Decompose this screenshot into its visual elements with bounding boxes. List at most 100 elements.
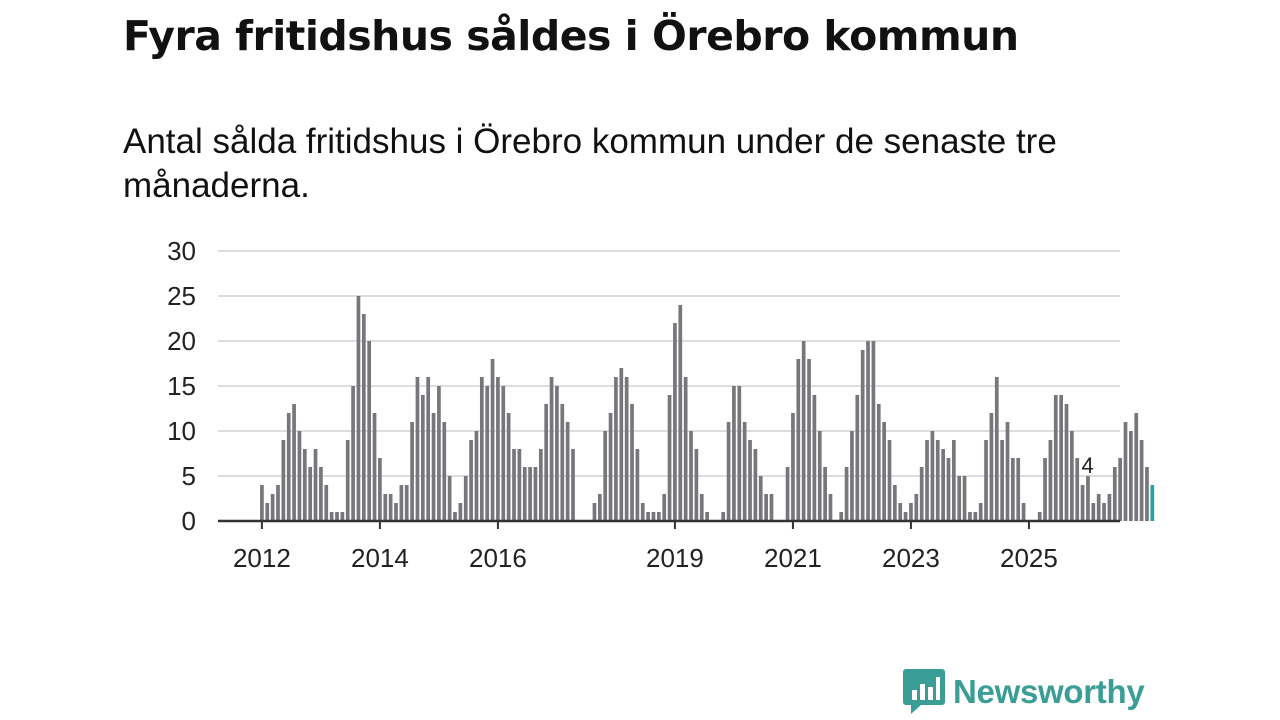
bar (973, 512, 978, 521)
x-tick-label: 2012 (233, 543, 291, 573)
bar (367, 341, 372, 521)
bar (1075, 458, 1080, 521)
x-tick-label: 2025 (1000, 543, 1058, 573)
bar (656, 512, 661, 521)
bar (812, 395, 817, 521)
bar (356, 296, 361, 521)
bar (1134, 413, 1139, 521)
bar (1107, 494, 1112, 521)
bar (742, 422, 747, 521)
bar (479, 377, 484, 521)
bar (1064, 404, 1069, 521)
bar (260, 485, 264, 521)
chart-title: Fyra fritidshus såldes i Örebro kommun (123, 12, 1019, 60)
bar (828, 494, 833, 521)
bar (866, 341, 870, 521)
y-axis-labels: 0 5 10 15 20 25 30 (167, 236, 196, 536)
bar (957, 476, 962, 521)
bar (1118, 458, 1122, 521)
bar (549, 377, 554, 521)
bar (571, 449, 575, 521)
bar (506, 413, 511, 521)
bar (667, 395, 672, 521)
bar (351, 386, 355, 521)
data-labels: 4 (1081, 453, 1093, 478)
bar (517, 449, 522, 521)
bar (753, 449, 758, 521)
bar (533, 467, 538, 521)
bar (619, 368, 624, 521)
bar (361, 314, 366, 521)
bar (968, 512, 972, 521)
bar (871, 341, 876, 521)
bar (297, 431, 302, 521)
bar (426, 377, 431, 521)
bar (1021, 503, 1026, 521)
bar (592, 503, 597, 521)
bar (538, 449, 543, 521)
bar (941, 449, 945, 521)
bar (383, 494, 388, 521)
bar (1123, 422, 1128, 521)
bar (345, 440, 350, 521)
bar (914, 494, 919, 521)
bar (1080, 485, 1085, 521)
bar (458, 503, 463, 521)
bar (1145, 467, 1149, 521)
bar (388, 494, 393, 521)
x-tick-label: 2023 (882, 543, 940, 573)
bar (748, 440, 752, 521)
y-tick-label: 5 (182, 461, 196, 491)
bar (522, 467, 527, 521)
bar (785, 467, 790, 521)
bar (721, 512, 726, 521)
data-label: 4 (1081, 453, 1093, 478)
bar (978, 503, 983, 521)
bar (946, 458, 951, 521)
bar (1053, 395, 1058, 521)
bar (453, 512, 457, 521)
bar (394, 503, 398, 521)
bar (281, 440, 286, 521)
x-tick-label: 2019 (646, 543, 704, 573)
bar (442, 422, 447, 521)
bar (555, 386, 559, 521)
bar (801, 341, 806, 521)
bar (984, 440, 988, 521)
bar (399, 485, 404, 521)
bar (308, 467, 313, 521)
bar (769, 494, 774, 521)
bar (474, 431, 479, 521)
bar (614, 377, 618, 521)
bar (1043, 458, 1047, 521)
bar (415, 377, 420, 521)
y-tick-label: 0 (182, 506, 196, 536)
bar (1037, 512, 1042, 521)
bar (635, 449, 640, 521)
bar (276, 485, 280, 521)
bar (1139, 440, 1144, 521)
bar (469, 440, 473, 521)
bar (796, 359, 801, 521)
bar (431, 413, 436, 521)
bar (1102, 503, 1106, 521)
bar (876, 404, 881, 521)
bar (286, 413, 291, 521)
bar (651, 512, 656, 521)
bar (1129, 431, 1133, 521)
bar (378, 458, 382, 521)
bar (844, 467, 849, 521)
bar (673, 323, 677, 521)
bar (732, 386, 736, 521)
bar (935, 440, 940, 521)
bar (758, 476, 763, 521)
bar (855, 395, 860, 521)
bar (1112, 467, 1117, 521)
bar (302, 449, 307, 521)
bar-latest (1150, 485, 1155, 521)
bar (313, 449, 318, 521)
bar (764, 494, 768, 521)
x-tick-label: 2016 (469, 543, 527, 573)
bar (640, 503, 645, 521)
bar (501, 386, 506, 521)
